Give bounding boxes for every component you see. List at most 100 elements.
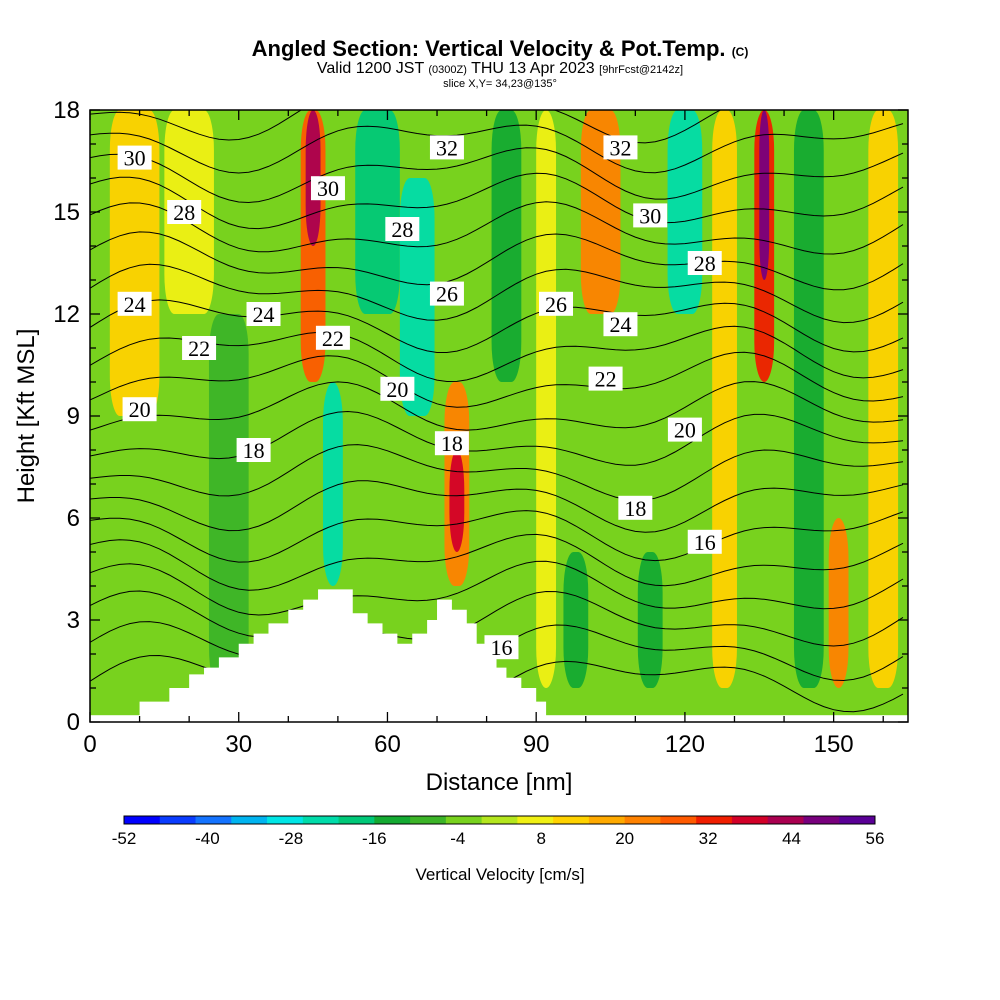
colorbar-tick-label: -4 [450,829,465,848]
colorbar-segment [159,816,197,824]
colorbar-segment [338,816,375,824]
chart-title-mark: (C) [731,45,749,59]
x-tick-label: 150 [814,731,854,758]
theta-contour [90,147,904,204]
contour-label-text: 32 [436,135,458,160]
contour-label-text: 26 [436,282,458,307]
contour-label: 24 [117,291,152,317]
slice-info: slice X,Y= 34,23@135° [443,78,557,90]
contour-label: 28 [385,217,420,242]
contour-label: 32 [429,135,464,160]
contour-label-text: 20 [674,418,696,443]
contour-labels: 30 28 24 24 22 20 18 30 22 32 28 26 20 18 16 32 30 26 24 22… [117,135,722,660]
x-tick-label: 0 [83,731,96,758]
contour-label: 26 [539,291,574,317]
y-tick-label: 0 [67,709,80,736]
y-tick-label: 15 [53,199,80,226]
velocity-band [563,552,589,688]
x-axis-title: Distance [nm] [426,769,573,796]
colorbar-segment [553,816,590,824]
contour-label: 16 [484,635,519,660]
contour-label: 18 [434,431,469,456]
contour-label-text: 16 [694,530,716,555]
colorbar-segment [481,816,518,824]
contour-label: 20 [667,417,702,443]
velocity-band [208,314,249,688]
axis-ticks: 0 30 60 90 120 150 0 3 6 9 12 15 18 [53,97,908,758]
colorbar-title: Vertical Velocity [cm/s] [415,865,584,884]
theta-contour [90,590,904,647]
contour-label: 24 [603,312,638,337]
colorbar-segment [803,816,840,824]
velocity-band [667,110,703,314]
contour-label-text: 22 [188,336,210,361]
plot-area [90,110,908,722]
theta-contour [90,172,904,230]
contour-label-text: 22 [322,326,344,351]
colorbar-tick-label: -28 [279,829,304,848]
chart-title: Angled Section: Vertical Velocity & Pot.… [0,36,1000,62]
velocity-band [323,382,343,586]
theta-contour [90,263,904,324]
x-tick-label: 90 [523,731,550,758]
contour-label-text: 22 [595,367,617,392]
contour-label: 28 [167,200,202,225]
contour-label-text: 18 [243,438,265,463]
valid-utc: (0300Z) [428,64,467,76]
contour-label: 28 [687,251,722,276]
contour-label-text: 30 [639,203,661,228]
contour-label-text: 30 [317,176,339,201]
colorbar-tick-label: 44 [782,829,801,848]
colorbar-segment [624,816,661,824]
y-tick-label: 3 [67,607,80,634]
contour-label-text: 24 [253,302,275,327]
colorbar-segment [660,816,697,824]
theta-contour [90,351,904,408]
colorbar-tick-label: 20 [615,829,634,848]
theta-contour [90,410,904,466]
contour-label-text: 24 [609,312,631,337]
contour-label-text: 26 [545,292,567,317]
contour-label: 18 [618,495,653,521]
theta-contours [90,110,904,713]
y-axis-title: Height [Kft MSL] [13,329,40,504]
colorbar-segment [731,816,769,824]
colorbar-segment [588,816,626,824]
terrain [139,589,547,722]
contour-label: 26 [429,281,464,307]
contour-label-text: 28 [173,200,195,225]
contour-label: 22 [315,325,350,351]
theta-contour [90,444,904,501]
velocity-band [449,450,465,552]
colorbar-segment [302,816,340,824]
x-tick-label: 30 [225,731,252,758]
y-tick-label: 12 [53,301,80,328]
colorbar-segment [767,816,804,824]
velocity-band [491,110,522,382]
theta-contour [90,110,722,144]
theta-contour [90,123,904,174]
colorbar-tick-label: 56 [866,829,885,848]
velocity-band [793,110,824,688]
contour-label: 20 [122,397,157,422]
x-tick-label: 120 [665,731,705,758]
theta-contour [90,325,904,383]
theta-contour [90,201,904,255]
velocity-band [355,110,400,314]
colorbar-tick-label: -52 [112,829,137,848]
colorbar-segment [195,816,232,824]
contour-label: 22 [588,366,623,392]
theta-contour [90,299,904,353]
contour-label-text: 28 [694,251,716,276]
y-tick-label: 9 [67,403,80,430]
contour-label: 30 [633,203,668,228]
velocity-band [759,110,770,280]
chart-title-main: Angled Section: Vertical Velocity & Pot.… [251,36,726,61]
contour-label: 32 [603,135,638,160]
contour-label: 18 [236,438,271,463]
y-tick-label: 18 [53,97,80,124]
colorbar-segment [267,816,304,824]
theta-contour [90,480,904,533]
colorbar-segment [445,816,483,824]
